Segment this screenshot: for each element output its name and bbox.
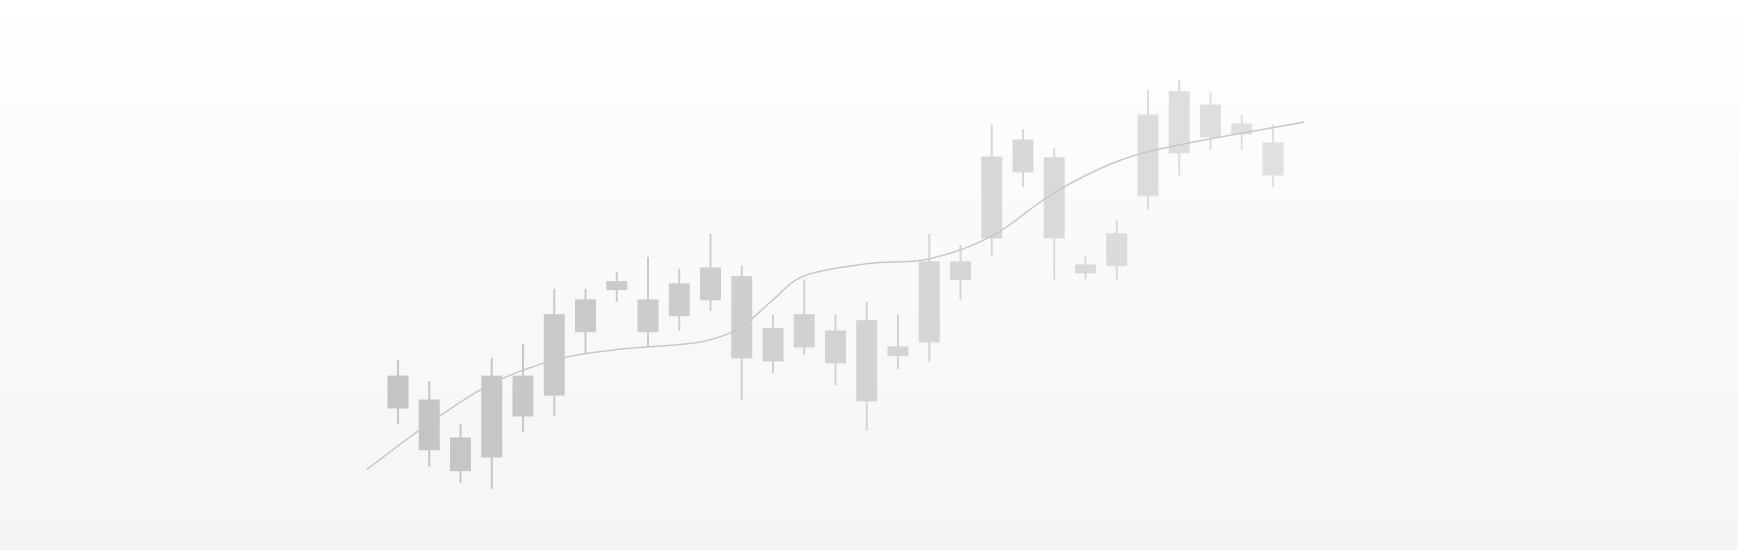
candle <box>387 360 409 424</box>
candle <box>606 271 628 302</box>
moving-average-line <box>366 121 1305 471</box>
candle-body <box>700 267 721 301</box>
candle <box>918 233 940 362</box>
candle <box>731 265 753 401</box>
candle-body <box>543 314 565 396</box>
candle <box>887 314 909 369</box>
candle-body <box>637 299 659 333</box>
candle-body <box>1262 142 1284 176</box>
candle-body <box>1200 104 1221 138</box>
candle-body <box>950 261 971 281</box>
candle <box>1137 89 1159 210</box>
candle-body <box>981 156 1003 239</box>
candle <box>450 423 471 484</box>
candle-body <box>856 320 878 402</box>
candle-body <box>762 328 784 362</box>
candle-body <box>450 437 471 472</box>
candle <box>575 288 596 354</box>
candle-body <box>387 375 409 409</box>
candle <box>1200 91 1221 150</box>
candle <box>512 343 534 432</box>
candle <box>418 381 440 467</box>
candle-body <box>418 399 440 451</box>
candle <box>856 301 878 431</box>
candle <box>700 233 721 311</box>
candle <box>1012 128 1034 188</box>
candle-body <box>606 281 628 291</box>
candle <box>637 256 659 348</box>
candle <box>481 357 503 489</box>
candles-layer <box>387 80 1284 489</box>
candle <box>1106 219 1128 280</box>
candle-body <box>481 375 503 458</box>
candle <box>762 314 784 374</box>
candle <box>1262 124 1284 188</box>
candle <box>981 124 1003 256</box>
candle-body <box>1137 114 1159 197</box>
candle-body <box>1012 139 1034 173</box>
candle <box>668 268 690 331</box>
candle-body <box>1106 233 1128 267</box>
candle-body <box>1043 157 1065 239</box>
candle-body <box>668 283 690 317</box>
candle <box>950 245 971 300</box>
candle <box>1043 147 1065 280</box>
candle-body <box>887 346 909 357</box>
candle-body <box>918 261 940 343</box>
candle-body <box>512 375 534 417</box>
candle-body <box>825 330 846 364</box>
candle-body <box>1075 264 1096 274</box>
candle-body <box>1168 91 1190 154</box>
candle-body <box>731 276 753 359</box>
candle <box>825 314 846 385</box>
candle-body <box>575 299 596 333</box>
candle <box>1075 256 1096 280</box>
candle-body <box>793 314 815 348</box>
overlay-layer <box>366 121 1305 471</box>
candle <box>793 279 815 355</box>
candle <box>543 288 565 416</box>
candle <box>1168 80 1190 176</box>
